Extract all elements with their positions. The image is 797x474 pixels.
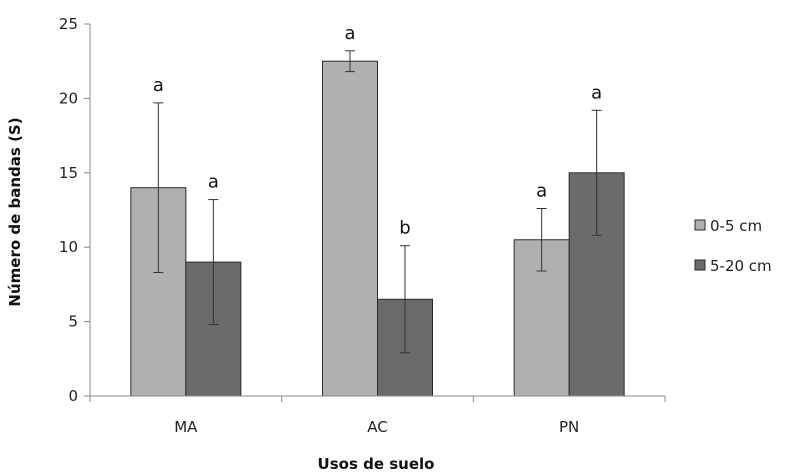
- significance-letter: a: [591, 82, 602, 103]
- error-bars: [153, 50, 602, 354]
- y-axis: 0 5 10 15 20 25: [59, 15, 91, 405]
- x-tick-label: AC: [367, 418, 387, 436]
- x-tick-label: MA: [174, 418, 198, 436]
- significance-letter: a: [208, 172, 219, 193]
- y-tick-label: 0: [68, 387, 78, 405]
- significance-letter: a: [536, 181, 547, 202]
- y-tick-label: 5: [68, 313, 78, 331]
- bar: [322, 60, 378, 397]
- y-tick-label: 10: [59, 238, 78, 256]
- y-tick-label: 25: [59, 15, 78, 33]
- legend: 0-5 cm 5-20 cm: [694, 217, 772, 275]
- legend-swatch: [694, 259, 706, 271]
- legend-swatch: [694, 219, 706, 231]
- y-tick-label: 20: [59, 89, 78, 107]
- legend-label: 5-20 cm: [710, 257, 772, 275]
- significance-letter: a: [153, 75, 164, 96]
- x-axis-title: Usos de suelo: [318, 455, 435, 473]
- significance-letters: a a a b a a: [153, 23, 602, 239]
- y-axis-title: Número de bandas (S): [6, 117, 24, 306]
- y-tick-label: 15: [59, 164, 78, 182]
- significance-letter: a: [344, 23, 355, 44]
- significance-letter: b: [399, 218, 410, 239]
- x-tick-label: PN: [559, 418, 579, 436]
- bars: [130, 60, 625, 397]
- x-axis: MA AC PN: [89, 395, 666, 436]
- legend-label: 0-5 cm: [710, 217, 762, 235]
